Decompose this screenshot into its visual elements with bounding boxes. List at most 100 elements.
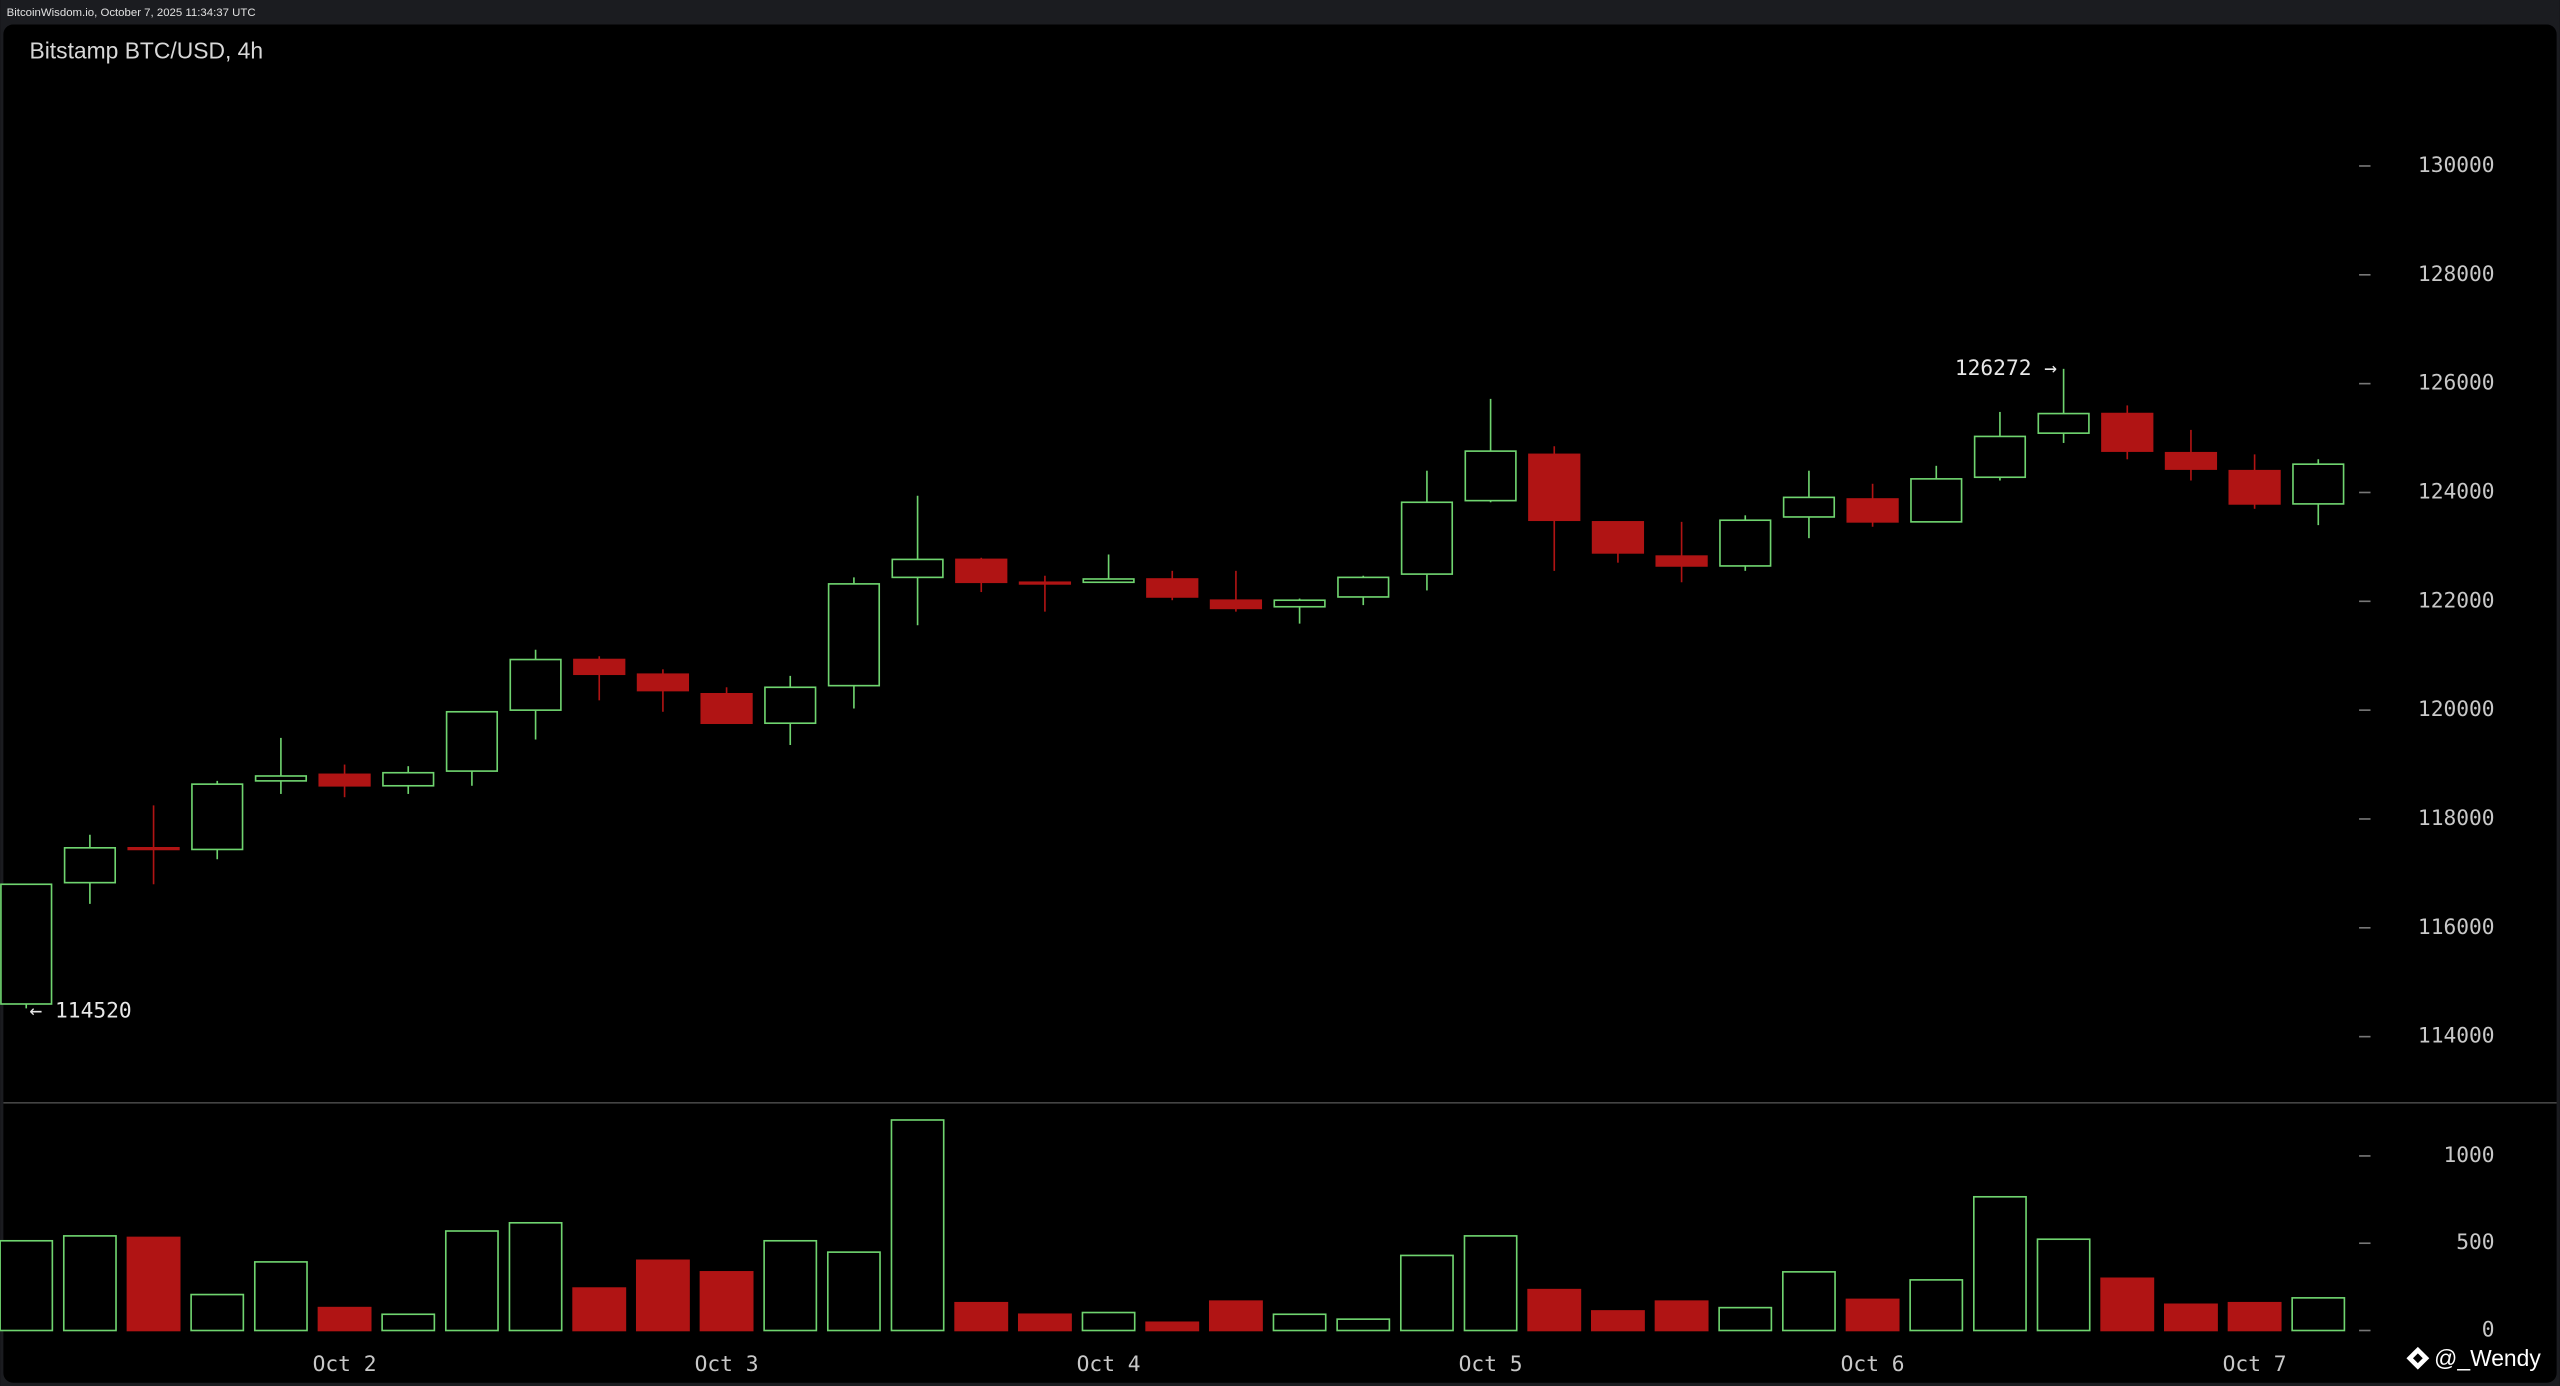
y-tick-label: 124000 [2418, 479, 2495, 504]
y-tick-label: 0 [2482, 1318, 2495, 1343]
candle-body [1337, 576, 1390, 598]
y-tick-label: 126000 [2418, 371, 2495, 396]
candle-body [1846, 498, 1899, 523]
candle-body [764, 686, 817, 725]
candle-body [573, 658, 626, 676]
candle-body [445, 710, 499, 772]
volume-bar [890, 1119, 945, 1332]
volume-bar [1973, 1195, 2027, 1332]
candle-body [1782, 496, 1836, 518]
y-tick-label: 120000 [2418, 697, 2495, 722]
volume-bar [190, 1293, 245, 1332]
volume-bar [1845, 1298, 1900, 1332]
y-tick-label: 128000 [2418, 262, 2495, 287]
volume-bar [1272, 1313, 1327, 1332]
candle-body [1528, 453, 1581, 522]
x-tick-label: Oct 2 [313, 1352, 377, 1377]
volume-bar [1909, 1279, 1964, 1332]
y-tick-label: 130000 [2418, 153, 2495, 178]
candle-body [382, 771, 435, 787]
high-annotation: 126272 → [1955, 356, 2057, 381]
candle-body [0, 883, 53, 1005]
y-tick-label: 1000 [2443, 1143, 2494, 1168]
volume-bar [253, 1261, 308, 1332]
volume-bar [1781, 1271, 1836, 1332]
watermark: @_Wendy [2434, 1345, 2541, 1371]
volume-bar [444, 1230, 499, 1332]
candle-body [955, 558, 1008, 584]
candle-body [1018, 581, 1072, 585]
candle-body [127, 846, 180, 851]
volume-bar [635, 1259, 690, 1332]
candle-body [1209, 599, 1263, 610]
candle-body [1910, 478, 1963, 523]
candle-body [2292, 463, 2345, 505]
volume-bar [126, 1236, 181, 1332]
volume-bar [572, 1287, 627, 1332]
candle-body [191, 783, 244, 851]
candle-body [1973, 435, 2027, 479]
volume-bar [381, 1313, 436, 1332]
volume-bar [2291, 1297, 2346, 1332]
candle-body [63, 846, 117, 884]
volume-bar [826, 1251, 881, 1332]
volume-bar [1718, 1306, 1773, 1332]
candle-body [891, 558, 944, 579]
chart-background [3, 24, 2557, 1383]
volume-bar [0, 1239, 54, 1332]
x-tick-label: Oct 4 [1077, 1352, 1141, 1377]
volume-bar [763, 1239, 818, 1332]
candle-body [509, 658, 562, 711]
candle-body [1146, 578, 1199, 598]
x-tick-label: Oct 7 [2223, 1352, 2287, 1377]
volume-bar [1463, 1235, 1518, 1332]
candle-body [636, 673, 690, 692]
candle-body [2101, 412, 2154, 452]
candle-body [2037, 412, 2090, 434]
y-tick-label: 114000 [2418, 1024, 2495, 1049]
candle-body [1400, 501, 1454, 575]
volume-bar [1527, 1288, 1582, 1332]
candle-body [827, 583, 881, 687]
candle-body [2164, 451, 2218, 470]
candle-body [700, 693, 753, 725]
y-tick-label: 118000 [2418, 806, 2495, 831]
watermark-logo [2406, 1346, 2430, 1370]
volume-bar [508, 1221, 563, 1332]
candle-body [254, 775, 308, 782]
candle-body [318, 773, 371, 787]
volume-bar [1208, 1300, 1263, 1332]
volume-bar [62, 1235, 117, 1332]
volume-bar [2227, 1301, 2282, 1332]
candle-body [1719, 519, 1772, 567]
volume-bar [1399, 1254, 1454, 1332]
candle-body [1464, 450, 1517, 502]
volume-bar [2036, 1238, 2091, 1332]
y-tick-label: 500 [2456, 1230, 2494, 1255]
candle-body [1082, 578, 1135, 584]
x-tick-label: Oct 5 [1459, 1352, 1523, 1377]
y-tick-label: 122000 [2418, 588, 2495, 613]
x-tick-label: Oct 6 [1841, 1352, 1905, 1377]
chart-title: Bitstamp BTC/USD, 4h [29, 37, 263, 63]
volume-bar [2164, 1303, 2218, 1332]
volume-bar [1336, 1318, 1391, 1332]
volume-bar [317, 1306, 372, 1332]
y-tick-label: 116000 [2418, 915, 2495, 940]
candle-body [1273, 599, 1326, 608]
volume-bar [1590, 1310, 1645, 1332]
volume-bar [954, 1301, 1009, 1332]
source-header: BitcoinWisdom.io, October 7, 2025 11:34:… [7, 7, 256, 19]
volume-bar [699, 1271, 754, 1332]
volume-bar [1145, 1321, 1200, 1332]
candle-body [1591, 521, 1645, 554]
x-tick-label: Oct 3 [695, 1352, 759, 1377]
volume-bar [1017, 1313, 1072, 1332]
candle-body [2228, 469, 2281, 505]
volume-bar [1081, 1311, 1136, 1332]
candle-body [1655, 555, 1708, 567]
volume-bar [2100, 1277, 2155, 1332]
volume-bar [1654, 1300, 1709, 1332]
